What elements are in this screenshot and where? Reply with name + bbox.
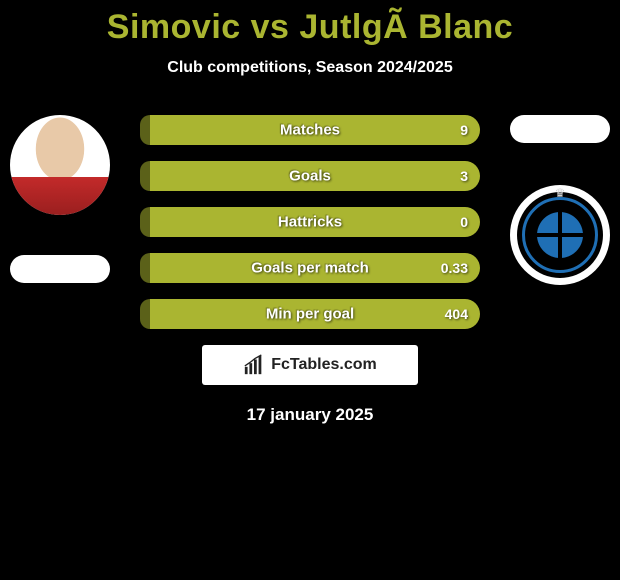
crown-icon: ♛ <box>555 186 566 200</box>
stat-bar-left-segment <box>140 115 150 145</box>
stat-bar-row: Goals 3 <box>140 161 480 191</box>
stat-bar-label: Hattricks <box>278 214 342 231</box>
stat-bars: Matches 9 Goals 3 Hattricks 0 Goals per match 0… <box>140 115 480 329</box>
stat-bar-right-value: 0 <box>460 214 468 230</box>
stat-bar-label: Goals per match <box>251 260 369 277</box>
left-player-flag <box>10 255 110 283</box>
stat-bar-right-value: 9 <box>460 122 468 138</box>
stat-bar-label: Matches <box>280 122 340 139</box>
right-club-badge: ♛ <box>510 185 610 285</box>
brand-badge[interactable]: FcTables.com <box>202 345 418 385</box>
page-subtitle: Club competitions, Season 2024/2025 <box>0 59 620 77</box>
stat-bar-left-segment <box>140 299 150 329</box>
stat-bar-right-value: 0.33 <box>441 260 468 276</box>
stat-bar-label: Goals <box>289 168 331 185</box>
comparison-content: ♛ Matches 9 Goals 3 Hattricks 0 Goals per matc… <box>0 115 620 329</box>
stat-bar-right-value: 404 <box>445 306 468 322</box>
as-of-date: 17 january 2025 <box>0 405 620 425</box>
brand-text: FcTables.com <box>271 356 377 374</box>
stat-bar-label: Min per goal <box>266 306 354 323</box>
stat-bar-right-value: 3 <box>460 168 468 184</box>
stat-bar-row: Matches 9 <box>140 115 480 145</box>
bar-chart-icon <box>243 354 265 376</box>
stat-bar-row: Goals per match 0.33 <box>140 253 480 283</box>
right-player-column: ♛ <box>510 115 610 285</box>
stat-bar-left-segment <box>140 253 150 283</box>
right-player-flag <box>510 115 610 143</box>
left-player-face-icon <box>10 115 110 215</box>
left-player-column <box>10 115 110 283</box>
stat-bar-row: Min per goal 404 <box>140 299 480 329</box>
left-player-avatar <box>10 115 110 215</box>
stat-bar-left-segment <box>140 161 150 191</box>
stat-bar-left-segment <box>140 207 150 237</box>
stat-bar-row: Hattricks 0 <box>140 207 480 237</box>
page-title: Simovic vs JutlgÃ Blanc <box>0 0 620 47</box>
